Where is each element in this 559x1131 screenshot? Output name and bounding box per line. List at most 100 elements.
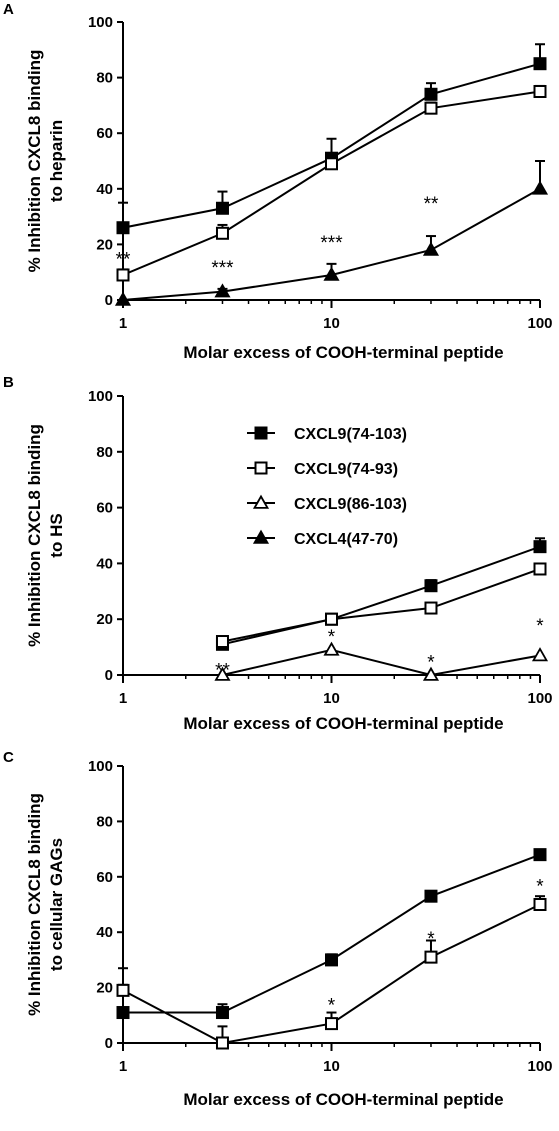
significance-marker: * — [328, 627, 336, 648]
y-tick-label: 0 — [105, 667, 113, 684]
panel-letter: C — [3, 749, 14, 766]
data-point — [422, 666, 440, 681]
y-axis-title-line: to cellular GAGs — [47, 838, 66, 971]
y-axis-title-line: to heparin — [47, 120, 66, 202]
x-tick-label: 1 — [119, 1058, 127, 1075]
data-point — [215, 1036, 229, 1050]
data-point — [116, 268, 130, 282]
series-2 — [215, 562, 547, 649]
series-1 — [116, 848, 547, 1020]
significance-marker: *** — [320, 233, 343, 254]
data-point — [325, 1017, 338, 1031]
legend-label: CXCL4(47-70) — [294, 531, 398, 548]
data-point — [531, 647, 549, 662]
data-point — [533, 85, 547, 98]
series-line — [222, 545, 541, 646]
x-tick-label: 100 — [527, 1058, 552, 1075]
significance-marker: * — [427, 929, 435, 950]
data-point — [533, 562, 547, 576]
series-3 — [214, 641, 549, 681]
y-tick-label: 100 — [88, 14, 113, 31]
y-tick-label: 40 — [96, 924, 113, 941]
y-tick-label: 20 — [96, 980, 113, 997]
y-axis-title-line: % Inhibition CXCL8 binding — [25, 50, 44, 273]
y-tick-label: 40 — [96, 181, 113, 198]
legend-marker — [254, 461, 268, 475]
panel-letter: B — [3, 374, 14, 391]
data-point — [214, 666, 231, 681]
legend-marker — [252, 494, 270, 509]
series-2 — [116, 895, 547, 1050]
data-point — [215, 201, 229, 215]
data-point — [215, 1006, 229, 1020]
panel-letter: A — [3, 1, 14, 18]
data-point — [114, 291, 132, 306]
series-line — [222, 648, 541, 677]
data-point — [323, 641, 340, 656]
panel-c: C 0 20 40 60 80 100 1 10 100 Molar excess of COOH-… — [3, 749, 553, 1109]
panel-a: A 0 20 40 60 80 100 1 10 100 Molar excess of COOH-… — [3, 1, 553, 362]
significance-marker: * — [536, 616, 544, 637]
significance-marker: *** — [211, 258, 234, 279]
y-tick-label: 60 — [96, 869, 113, 886]
y-axis-title-line: % Inhibition CXCL8 binding — [25, 424, 44, 647]
y-tick-label: 0 — [105, 292, 113, 309]
x-tick-label: 100 — [527, 690, 552, 707]
y-tick-label: 0 — [105, 1035, 113, 1052]
data-point — [531, 180, 549, 195]
y-tick-label: 80 — [96, 70, 113, 87]
y-tick-label: 100 — [88, 758, 113, 775]
data-point — [116, 1006, 130, 1020]
y-tick-label: 20 — [96, 236, 113, 253]
data-point — [533, 540, 547, 554]
series-line — [123, 853, 541, 1014]
x-tick-label: 10 — [323, 690, 340, 707]
data-point — [325, 612, 338, 626]
x-tick-label: 100 — [527, 315, 552, 332]
x-axis-title: Molar excess of COOH-terminal peptide — [183, 714, 503, 733]
data-point — [325, 953, 338, 967]
y-axis-title-line: to HS — [47, 513, 66, 557]
data-point — [424, 579, 438, 593]
legend-marker — [252, 529, 270, 544]
data-point — [424, 950, 438, 964]
legend-marker — [254, 426, 268, 440]
y-tick-label: 80 — [96, 444, 113, 461]
data-point — [116, 983, 130, 997]
data-point — [422, 241, 440, 256]
x-tick-label: 10 — [323, 315, 340, 332]
x-axis-title: Molar excess of COOH-terminal peptide — [183, 1090, 503, 1109]
series-line — [222, 568, 541, 643]
data-point — [533, 898, 547, 911]
series-1 — [116, 43, 547, 235]
y-axis-title: % Inhibition CXCL8 binding to heparin — [25, 50, 66, 273]
data-point — [533, 848, 547, 862]
significance-marker: ** — [424, 194, 439, 215]
significance-marker: * — [427, 652, 435, 673]
data-point — [325, 157, 338, 171]
significance-marker: * — [536, 876, 544, 897]
legend-label: CXCL9(86-103) — [294, 496, 407, 513]
y-tick-label: 60 — [96, 125, 113, 142]
significance-marker: ** — [215, 661, 230, 682]
data-point — [533, 57, 547, 71]
y-axis-title: % Inhibition CXCL8 binding to HS — [25, 424, 66, 647]
significance-marker: ** — [116, 250, 131, 271]
data-point — [215, 226, 229, 240]
y-tick-label: 60 — [96, 500, 113, 517]
data-point — [214, 283, 231, 298]
panel-b: B 0 20 40 60 80 100 1 10 100 Molar excess of COOH-… — [3, 374, 553, 733]
legend-label: CXCL9(74-103) — [294, 426, 407, 443]
data-point — [424, 889, 438, 903]
data-point — [215, 635, 229, 649]
data-point — [424, 87, 438, 101]
y-tick-label: 40 — [96, 555, 113, 572]
legend: CXCL9(74-103) CXCL9(74-93) CXCL9(86-103) CX… — [247, 426, 407, 548]
data-point — [116, 221, 130, 235]
data-point — [323, 266, 340, 281]
y-tick-label: 100 — [88, 388, 113, 405]
y-axis-title-line: % Inhibition CXCL8 binding — [25, 793, 44, 1016]
significance-marker: * — [328, 995, 336, 1016]
legend-label: CXCL9(74-93) — [294, 461, 398, 478]
